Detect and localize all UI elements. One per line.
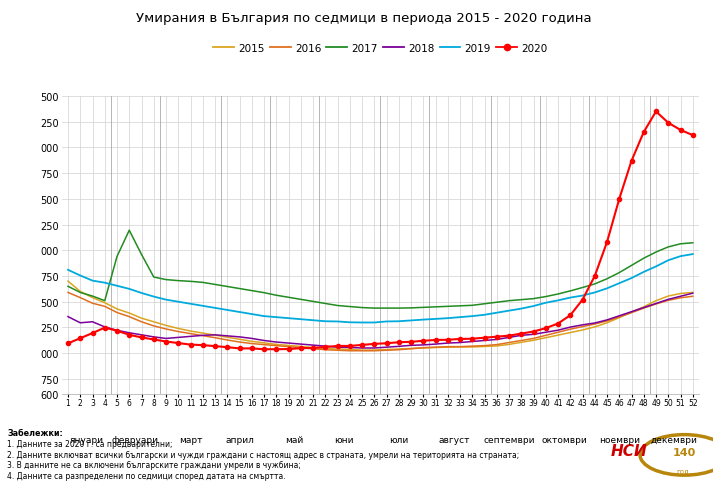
Text: март: март <box>179 436 202 445</box>
Text: април: април <box>225 436 254 445</box>
Text: 140: 140 <box>673 447 696 457</box>
Text: 2. Данните включват всички български и чужди граждани с настоящ адрес в страната: 2. Данните включват всички български и ч… <box>7 450 520 459</box>
Text: май: май <box>285 436 304 445</box>
Text: юни: юни <box>334 436 353 445</box>
Text: септември: септември <box>483 436 535 445</box>
Text: декември: декември <box>651 436 698 445</box>
Text: януари: януари <box>69 436 103 445</box>
Text: октомври: октомври <box>541 436 587 445</box>
Text: Забележки:: Забележки: <box>7 428 63 438</box>
Text: февруари: февруари <box>112 436 159 445</box>
Text: Умирания в България по седмици в периода 2015 - 2020 година: Умирания в България по седмици в периода… <box>136 12 592 25</box>
Legend: 2015, 2016, 2017, 2018, 2019, 2020: 2015, 2016, 2017, 2018, 2019, 2020 <box>209 40 552 58</box>
Text: 1. Данните за 2020 г. са предварителни;: 1. Данните за 2020 г. са предварителни; <box>7 439 173 448</box>
Text: 4. Данните са разпределени по седмици според датата на смъртта.: 4. Данните са разпределени по седмици сп… <box>7 471 286 480</box>
Text: юли: юли <box>389 436 408 445</box>
Text: 3. В данните не са включени българските граждани умрели в чужбина;: 3. В данните не са включени българските … <box>7 460 301 469</box>
Text: ноември: ноември <box>598 436 640 445</box>
Text: август: август <box>438 436 470 445</box>
Text: год.: год. <box>677 467 692 473</box>
Text: НСИ: НСИ <box>611 443 648 458</box>
